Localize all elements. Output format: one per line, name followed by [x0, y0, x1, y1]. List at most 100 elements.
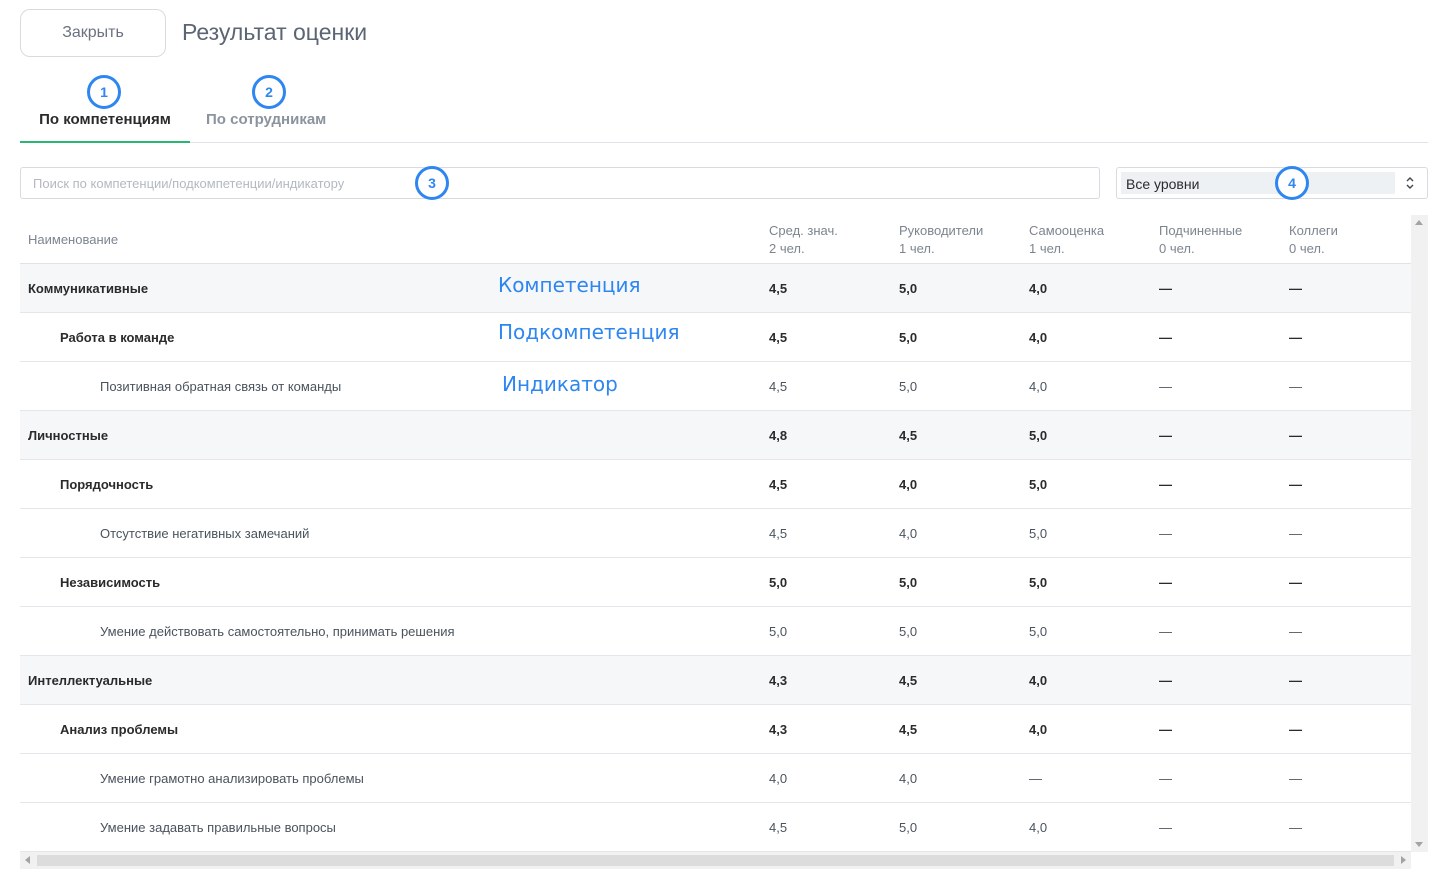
score-cell: 5,0	[899, 378, 918, 394]
scroll-right-icon[interactable]	[1401, 856, 1406, 864]
score-cell: —	[1159, 476, 1172, 492]
tab-by-employees[interactable]: По сотрудникам	[206, 100, 326, 143]
table-body: Коммуникативные 4,5 5,0 4,0 — — Работа в коман…	[20, 264, 1411, 852]
subcompetency-row[interactable]: Независимость 5,0 5,0 5,0 — —	[20, 558, 1411, 607]
score-cell: —	[1289, 525, 1302, 541]
score-cell: —	[1159, 721, 1172, 737]
annotation-subcompetency: Подкомпетенция	[498, 320, 680, 344]
score-cell: 4,5	[769, 819, 788, 835]
row-name: Коммуникативные	[28, 280, 149, 296]
column-header-name[interactable]: Наименование	[28, 232, 119, 247]
tab-label: По компетенциям	[39, 111, 171, 128]
score-cell: 4,5	[769, 280, 788, 296]
score-cell: 4,8	[769, 427, 788, 443]
competency-row[interactable]: Интеллектуальные 4,3 4,5 4,0 — —	[20, 656, 1411, 705]
competency-row[interactable]: Личностные 4,8 4,5 5,0 — —	[20, 411, 1411, 460]
score-cell: 5,0	[899, 819, 918, 835]
score-cell: —	[1289, 329, 1302, 345]
subcompetency-row[interactable]: Порядочность 4,5 4,0 5,0 — —	[20, 460, 1411, 509]
row-name: Порядочность	[60, 476, 154, 492]
tab-by-competencies[interactable]: По компетенциям	[20, 100, 190, 143]
score-cell: 4,5	[899, 427, 918, 443]
annotation-competency: Компетенция	[498, 273, 641, 297]
row-name: Работа в команде	[60, 329, 175, 345]
column-header-managers[interactable]: Руководители 1 чел.	[899, 223, 984, 256]
row-name: Умение грамотно анализировать проблемы	[100, 770, 364, 786]
row-name: Умение задавать правильные вопросы	[100, 819, 336, 835]
row-name: Отсутствие негативных замечаний	[100, 525, 310, 541]
score-cell: 4,0	[769, 770, 788, 786]
score-cell: —	[1159, 525, 1172, 541]
column-header-subordinates[interactable]: Подчиненные 0 чел.	[1159, 223, 1243, 256]
score-cell: 5,0	[899, 329, 918, 345]
scrollbar-thumb[interactable]	[37, 855, 1394, 866]
callout-marker-3: 3	[415, 166, 449, 200]
score-cell: —	[1159, 280, 1172, 296]
scroll-down-icon[interactable]	[1415, 842, 1423, 847]
score-cell: —	[1159, 672, 1172, 688]
column-header-average[interactable]: Сред. знач. 2 чел.	[769, 223, 838, 256]
score-cell: 4,0	[899, 476, 918, 492]
score-cell: 4,0	[1029, 378, 1048, 394]
chevron-up-down-icon	[1406, 177, 1414, 189]
score-cell: 4,0	[899, 770, 918, 786]
score-cell: 5,0	[769, 574, 788, 590]
competency-row[interactable]: Коммуникативные 4,5 5,0 4,0 — —	[20, 264, 1411, 313]
score-cell: 4,3	[769, 721, 788, 737]
score-cell: —	[1289, 721, 1302, 737]
score-cell: —	[1029, 770, 1042, 786]
vertical-scrollbar[interactable]	[1411, 215, 1428, 852]
score-cell: —	[1289, 672, 1302, 688]
row-name: Интеллектуальные	[28, 672, 153, 688]
score-cell: —	[1289, 574, 1302, 590]
score-cell: —	[1159, 770, 1172, 786]
score-cell: —	[1159, 329, 1172, 345]
score-cell: —	[1159, 623, 1172, 639]
select-highlight	[1121, 172, 1395, 194]
close-button[interactable]: Закрыть	[20, 9, 166, 57]
score-cell: —	[1289, 378, 1302, 394]
score-cell: 4,5	[899, 672, 918, 688]
score-cell: 4,0	[1029, 721, 1048, 737]
score-cell: 4,5	[769, 476, 788, 492]
row-name: Умение действовать самостоятельно, прини…	[100, 623, 455, 639]
score-cell: 5,0	[899, 623, 918, 639]
level-filter-value: Все уровни	[1126, 176, 1200, 192]
subcompetency-row[interactable]: Работа в команде 4,5 5,0 4,0 — —	[20, 313, 1411, 362]
score-cell: 5,0	[1029, 525, 1048, 541]
subcompetency-row[interactable]: Анализ проблемы 4,3 4,5 4,0 — —	[20, 705, 1411, 754]
level-filter-select[interactable]: Все уровни	[1116, 167, 1428, 199]
scroll-up-icon[interactable]	[1415, 220, 1423, 225]
score-cell: —	[1289, 819, 1302, 835]
scroll-left-icon[interactable]	[25, 856, 30, 864]
score-cell: 4,0	[1029, 672, 1048, 688]
score-cell: 5,0	[1029, 574, 1048, 590]
row-name: Независимость	[60, 574, 161, 590]
row-name: Анализ проблемы	[60, 721, 179, 737]
score-cell: 5,0	[1029, 427, 1048, 443]
annotation-indicator: Индикатор	[502, 372, 618, 396]
score-cell: 4,5	[769, 378, 788, 394]
score-cell: 5,0	[899, 280, 918, 296]
score-cell: —	[1289, 280, 1302, 296]
indicator-row[interactable]: Умение грамотно анализировать проблемы 4,…	[20, 754, 1411, 803]
score-cell: 5,0	[1029, 623, 1048, 639]
search-input[interactable]	[20, 167, 1100, 199]
score-cell: 5,0	[769, 623, 788, 639]
column-header-colleagues[interactable]: Коллеги 0 чел.	[1289, 223, 1338, 256]
score-cell: —	[1289, 476, 1302, 492]
score-cell: 5,0	[1029, 476, 1048, 492]
page-title: Результат оценки	[182, 19, 368, 45]
score-cell: 4,3	[769, 672, 788, 688]
score-cell: —	[1289, 770, 1302, 786]
row-name: Позитивная обратная связь от команды	[100, 378, 342, 394]
indicator-row[interactable]: Умение задавать правильные вопросы 4,5 5,0…	[20, 803, 1411, 852]
horizontal-scrollbar[interactable]	[20, 852, 1411, 869]
score-cell: —	[1159, 574, 1172, 590]
column-header-self[interactable]: Самооценка 1 чел.	[1029, 223, 1105, 256]
indicator-row[interactable]: Отсутствие негативных замечаний 4,5 4,0 5,0…	[20, 509, 1411, 558]
indicator-row[interactable]: Позитивная обратная связь от команды 4,5 5…	[20, 362, 1411, 411]
score-cell: 4,0	[1029, 280, 1048, 296]
indicator-row[interactable]: Умение действовать самостоятельно, прини…	[20, 607, 1411, 656]
score-cell: —	[1159, 427, 1172, 443]
